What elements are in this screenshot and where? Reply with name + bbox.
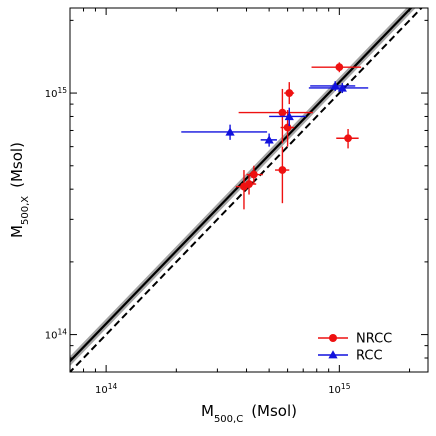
marker-rcc-1 [225,127,235,136]
y-tick-label-14-mantissa: 10 [45,331,58,342]
point-nrcc-9 [336,128,359,149]
y-axis-label-sub: 500,X [20,196,31,225]
x-axis-label: M500,C (Msol) [201,402,297,425]
y-tick-label-15: 1015 [45,86,68,101]
marker-nrcc-6 [283,123,292,132]
marker-nrcc-2 [245,180,253,188]
marker-nrcc-8 [335,63,344,72]
marker-nrcc-5 [278,108,287,117]
point-rcc-3 [269,107,307,127]
y-axis-label: M500,X (Msol) [8,142,31,238]
point-nrcc-8 [311,62,362,73]
point-rcc-2 [260,133,277,147]
y-tick-label-15-mantissa: 10 [45,89,58,100]
marker-rcc-2 [264,135,274,144]
x-tick-label-14-exponent: 14 [108,382,118,391]
x-axis-label-main: M [201,402,214,420]
point-nrcc-4 [275,146,290,204]
x-tick-label-14: 1014 [95,382,118,397]
marker-rcc-5 [337,83,347,92]
point-rcc-1 [181,124,268,140]
x-tick-label-15: 1015 [328,382,351,397]
marker-nrcc-7 [285,89,294,97]
legend-entry-rcc: RCC [318,349,383,364]
plot-frame [69,7,429,373]
point-nrcc-3 [246,165,263,185]
legend-marker-nrcc [329,334,337,342]
legend: NRCC RCC [318,332,392,364]
legend-label-nrcc: NRCC [356,332,392,347]
x-tick-label-15-exponent: 15 [341,382,351,391]
y-tick-label-14: 1014 [45,327,68,342]
legend-label-rcc: RCC [356,349,383,364]
y-axis-label-main: M [8,225,26,238]
y-axis-label-unit: (Msol) [8,142,26,188]
marker-nrcc-4 [278,166,287,174]
y-tick-label-15-exponent: 15 [57,86,67,95]
point-rcc-5 [308,83,369,94]
legend-entry-nrcc: NRCC [318,332,392,347]
marker-nrcc-3 [249,170,258,179]
legend-marker-rcc [328,350,338,359]
x-axis-label-sub: 500,C [214,414,243,425]
x-axis-label-unit: (Msol) [251,402,297,420]
marker-rcc-3 [284,111,294,121]
point-nrcc-7 [284,82,295,105]
y-tick-label-14-exponent: 14 [57,327,67,336]
x-tick-label-15-mantissa: 10 [328,385,341,396]
point-rcc-4 [310,81,356,91]
x-tick-label-14-mantissa: 10 [95,385,108,396]
marker-nrcc-9 [344,134,352,143]
